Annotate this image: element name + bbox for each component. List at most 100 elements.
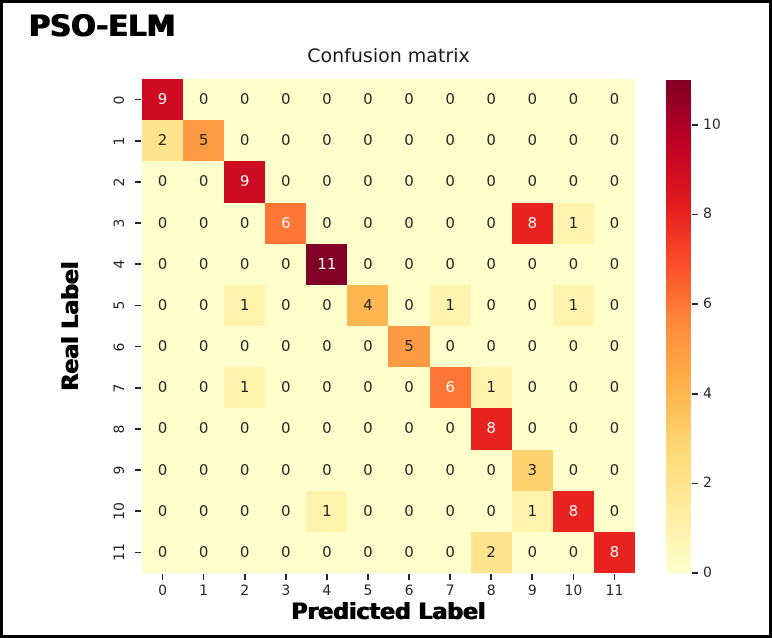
cell-value: 0 <box>568 131 579 150</box>
cell-value: 11 <box>317 254 337 273</box>
heatmap-cell: 0 <box>306 367 348 409</box>
heatmap-cell: 0 <box>142 367 184 409</box>
cell-value: 0 <box>281 295 291 314</box>
heatmap-cell: 0 <box>429 79 471 121</box>
x-tick-mark <box>367 574 369 580</box>
cell-value: 0 <box>445 90 455 109</box>
heatmap-cell: 0 <box>265 284 307 326</box>
cell-value: 0 <box>198 542 209 561</box>
heatmap-cell: 0 <box>224 490 266 532</box>
colorbar <box>666 80 691 573</box>
cell-value: 0 <box>157 501 168 520</box>
cell-value: 0 <box>445 419 455 438</box>
cell-value: 0 <box>239 501 250 520</box>
heatmap-cell: 0 <box>347 367 389 409</box>
cell-value: 0 <box>404 460 414 479</box>
heatmap-cell: 3 <box>511 449 553 491</box>
cell-value: 0 <box>486 131 496 150</box>
x-tick-mark <box>613 574 616 580</box>
heatmap-cell: 1 <box>429 284 471 326</box>
heatmap-cell: 0 <box>347 161 389 203</box>
heatmap-cell: 1 <box>306 490 348 532</box>
cell-value: 0 <box>157 337 168 356</box>
cell-value: 0 <box>445 172 455 191</box>
heatmap-cell: 0 <box>265 120 307 162</box>
colorbar-tick-label: 8 <box>703 206 712 223</box>
heatmap-cell: 2 <box>470 531 512 573</box>
cell-value: 0 <box>404 172 414 191</box>
heatmap-cell: 0 <box>306 531 348 573</box>
y-tick-mark <box>135 98 141 101</box>
cell-value: 0 <box>568 337 579 356</box>
heatmap-cell: 0 <box>511 408 553 450</box>
heatmap-cell: 0 <box>142 490 184 532</box>
heatmap-cell: 0 <box>429 161 471 203</box>
heatmap-cell: 0 <box>593 367 635 409</box>
cell-value: 5 <box>404 337 414 356</box>
x-tick-label: 7 <box>445 583 455 599</box>
cell-value: 0 <box>445 542 455 561</box>
colorbar-tick-mark <box>692 213 698 216</box>
heatmap-cell: 0 <box>183 79 225 121</box>
y-tick-label: 1 <box>112 136 128 146</box>
cell-value: 0 <box>609 213 620 232</box>
cell-value: 0 <box>445 254 455 273</box>
cell-value: 0 <box>239 131 250 150</box>
cell-value: 1 <box>527 501 538 520</box>
cell-value: 6 <box>281 213 291 232</box>
cell-value: 0 <box>445 131 455 150</box>
cell-value: 4 <box>363 295 373 314</box>
x-tick-mark <box>243 574 246 580</box>
heatmap-cell: 1 <box>511 490 553 532</box>
cell-value: 0 <box>322 172 332 191</box>
heatmap-cell: 4 <box>347 284 389 326</box>
y-tick-mark <box>135 469 141 471</box>
y-tick-label: 2 <box>112 177 128 187</box>
heatmap-cell: 0 <box>142 326 184 368</box>
cell-value: 0 <box>404 254 414 273</box>
cell-value: 0 <box>404 131 414 150</box>
heatmap-cell: 8 <box>470 408 512 450</box>
cell-value: 0 <box>322 131 332 150</box>
cell-value: 0 <box>486 295 496 314</box>
heatmap-cell: 0 <box>593 449 635 491</box>
heatmap-cell: 0 <box>183 449 225 491</box>
heatmap-cell: 0 <box>347 79 389 121</box>
heatmap-cell: 11 <box>306 243 348 285</box>
heatmap-cell: 0 <box>552 367 594 409</box>
heatmap-cell: 0 <box>224 531 266 573</box>
cell-value: 0 <box>404 213 414 232</box>
cell-value: 0 <box>568 378 579 397</box>
cell-value: 5 <box>198 131 209 150</box>
y-tick-mark <box>135 510 141 513</box>
heatmap-cell: 0 <box>388 449 430 491</box>
cell-value: 0 <box>568 254 579 273</box>
heatmap-cell: 0 <box>429 490 471 532</box>
cell-value: 0 <box>486 90 496 109</box>
cell-value: 0 <box>157 213 168 232</box>
cell-value: 0 <box>198 378 209 397</box>
cell-value: 0 <box>239 337 250 356</box>
cell-value: 0 <box>363 337 373 356</box>
cell-value: 0 <box>157 378 168 397</box>
heatmap-cell: 0 <box>224 408 266 450</box>
y-tick-label: 9 <box>112 465 128 475</box>
heatmap-cell: 6 <box>265 202 307 244</box>
x-axis-label: Predicted Label <box>291 600 486 625</box>
heatmap-cell: 5 <box>388 326 430 368</box>
colorbar-tick-label: 10 <box>703 116 721 133</box>
cell-value: 0 <box>157 419 168 438</box>
heatmap-cell: 0 <box>142 408 184 450</box>
y-axis-label: Real Label <box>59 261 84 391</box>
y-tick-label: 4 <box>112 259 128 269</box>
heatmap-cell: 0 <box>306 449 348 491</box>
heatmap-cell: 0 <box>183 202 225 244</box>
x-tick-mark <box>449 574 451 580</box>
heatmap-cell: 0 <box>511 79 553 121</box>
heatmap-cell: 0 <box>429 531 471 573</box>
cell-value: 0 <box>486 254 496 273</box>
y-tick-label: 0 <box>112 95 128 105</box>
heatmap-cell: 0 <box>470 449 512 491</box>
heatmap-cell: 0 <box>142 284 184 326</box>
cell-value: 0 <box>198 337 209 356</box>
